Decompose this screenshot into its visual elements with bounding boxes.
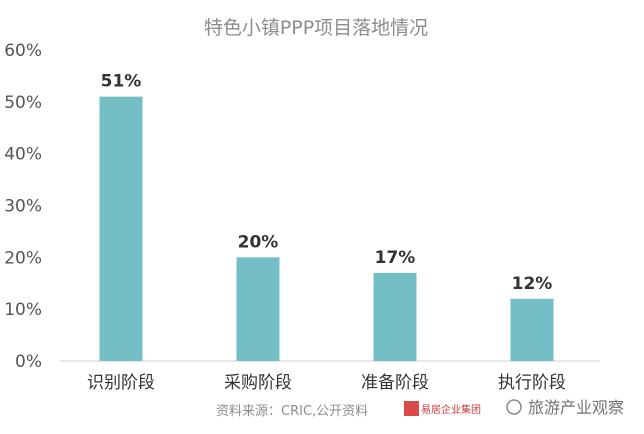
y-tick-label: 10% (4, 300, 42, 320)
y-tick-label: 50% (4, 93, 42, 113)
data-label: 20% (238, 232, 279, 252)
chart-title: 特色小镇PPP项目落地情况 (204, 17, 428, 39)
watermark-text: 旅游产业观察 (528, 398, 624, 417)
bar (510, 298, 554, 361)
x-tick-label: 识别阶段 (87, 373, 155, 393)
x-tick-label: 准备阶段 (361, 373, 429, 393)
logo-text: 易居企业集团 (421, 403, 481, 416)
data-labels: 51% 20% 17% 12% (101, 72, 553, 294)
bar (373, 272, 417, 361)
y-tick-label: 60% (4, 41, 42, 61)
y-tick-label: 40% (4, 145, 42, 165)
x-tick-label: 采购阶段 (224, 373, 292, 393)
logo-mark (404, 401, 419, 416)
data-label: 17% (375, 248, 416, 268)
bar (236, 257, 280, 361)
data-label: 51% (101, 72, 142, 92)
source-note: 资料来源：CRIC,公开资料 (216, 404, 368, 419)
bar (99, 96, 143, 362)
watermark: 旅游产业观察 (506, 398, 624, 417)
y-tick-label: 30% (4, 197, 42, 217)
wechat-icon (506, 399, 522, 415)
bar-series (99, 96, 554, 362)
y-axis: 0% 10% 20% 30% 40% 50% 60% (4, 41, 42, 372)
data-label: 12% (512, 274, 553, 294)
y-tick-label: 0% (15, 352, 42, 372)
x-axis: 识别阶段 采购阶段 准备阶段 执行阶段 (87, 373, 566, 393)
x-tick-label: 执行阶段 (498, 373, 566, 393)
y-tick-label: 20% (4, 248, 42, 268)
company-logo: 易居企业集团 (404, 401, 481, 416)
